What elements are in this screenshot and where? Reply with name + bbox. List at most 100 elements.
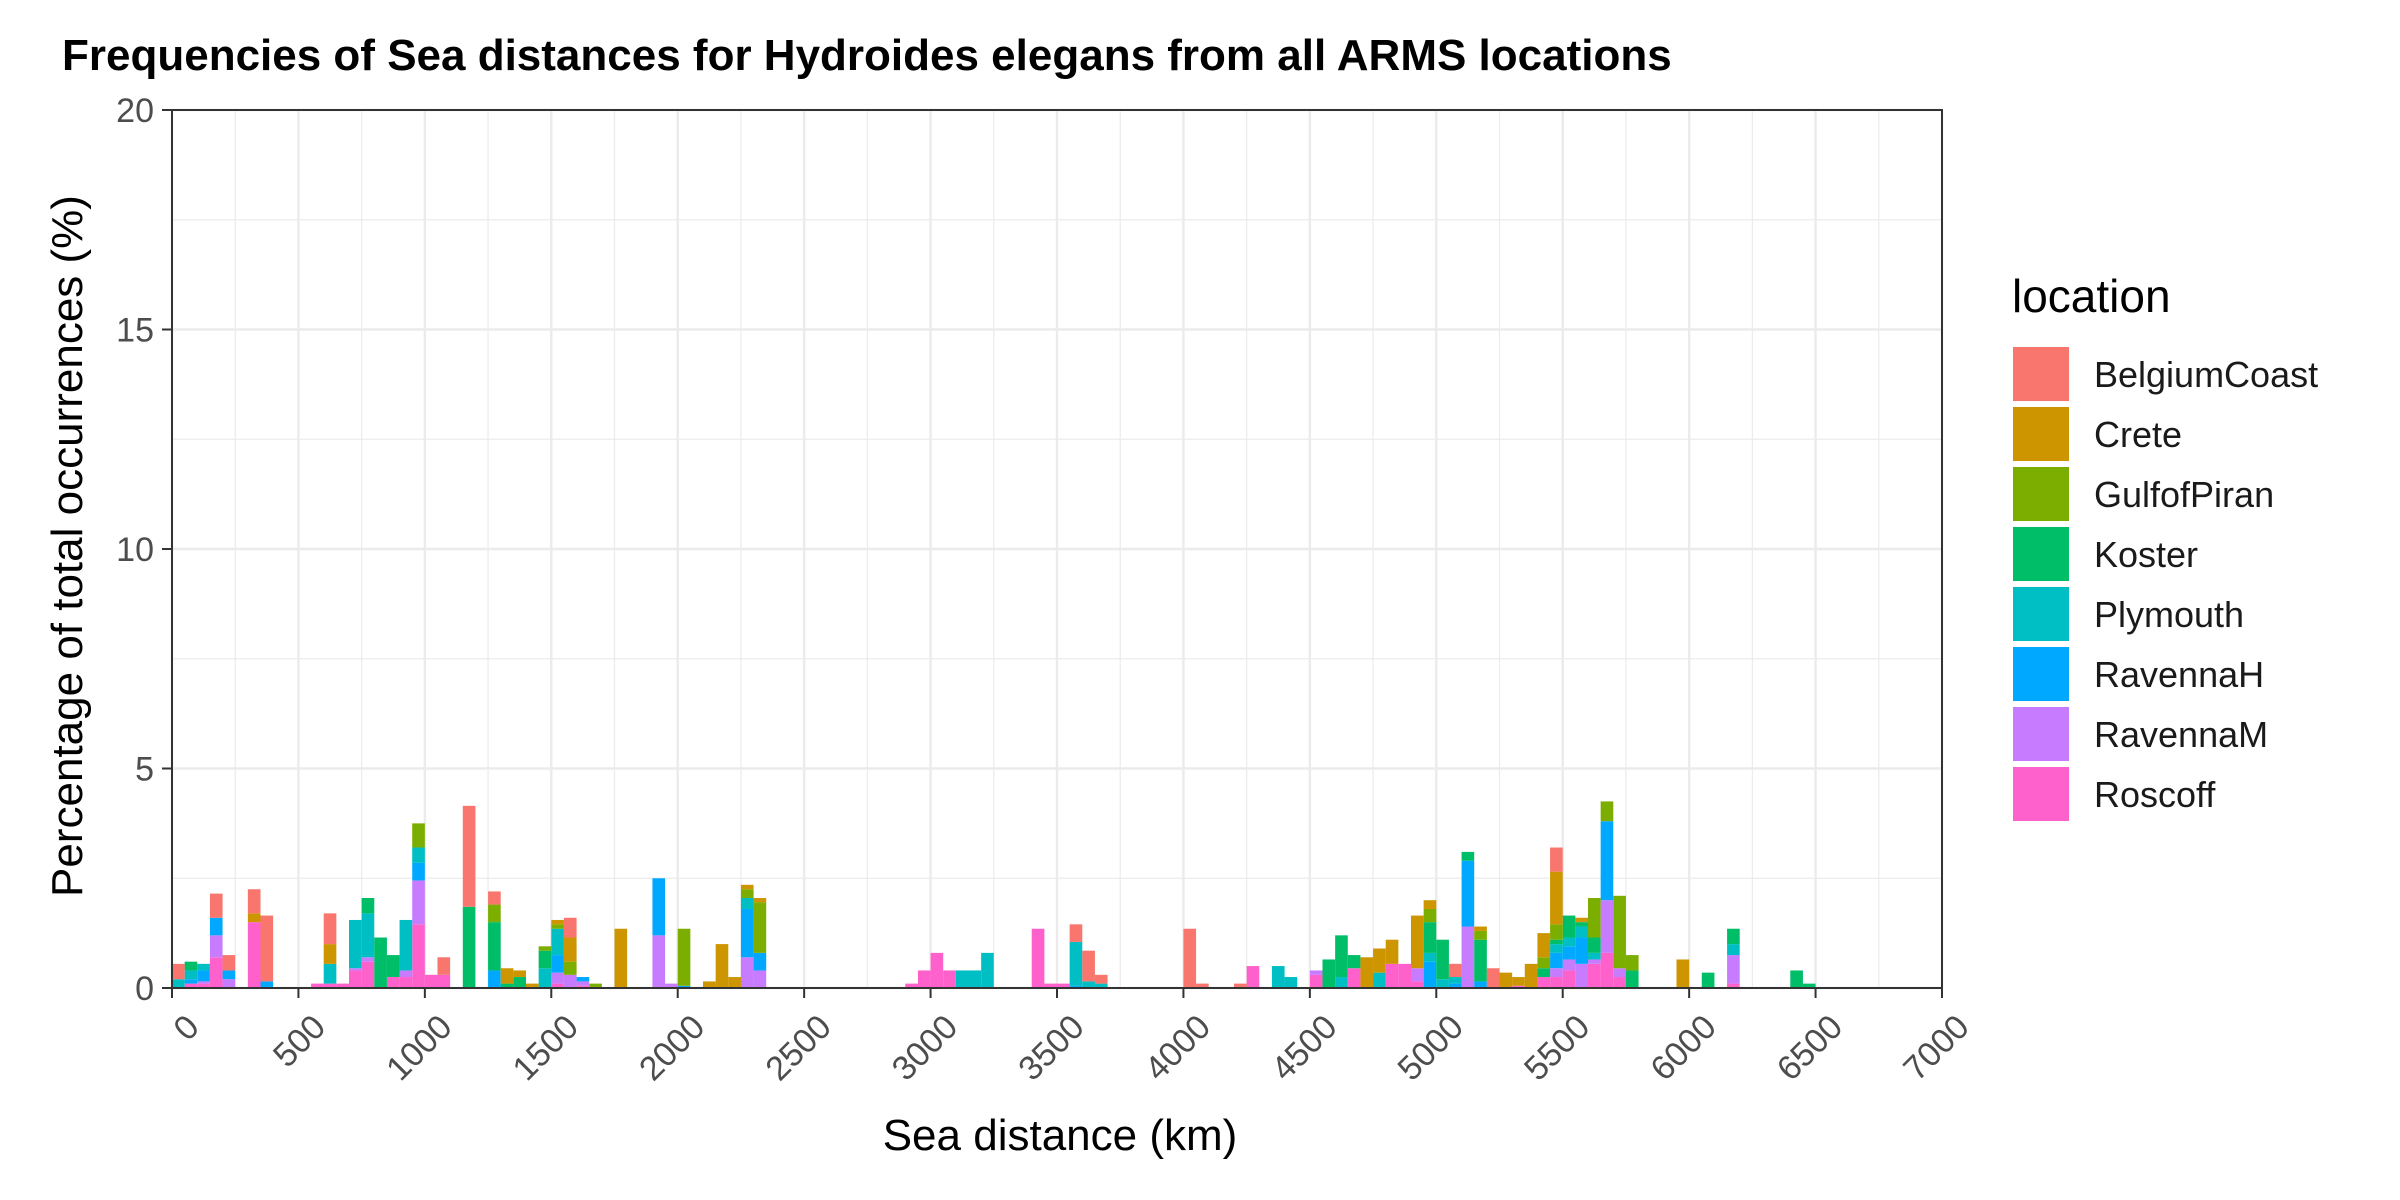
bar-roscoff — [1044, 983, 1057, 988]
y-axis-ticks: 0 5 10 15 20 — [116, 92, 172, 1008]
x-tick-label: 6000 — [1643, 1008, 1723, 1088]
bar-ravennah — [1600, 821, 1614, 901]
bar-crete — [753, 898, 767, 903]
bar-ravennah — [412, 862, 425, 881]
bar-roscoff — [412, 924, 425, 988]
bar-koster — [1588, 937, 1601, 953]
bar-roscoff — [386, 977, 400, 988]
bar-ravennah — [1550, 952, 1563, 969]
bar-plymouth — [1436, 979, 1449, 988]
bar-plymouth — [1094, 983, 1108, 988]
bar-koster — [488, 922, 501, 971]
bar-roscoff — [1385, 963, 1399, 988]
bar-plymouth — [1373, 972, 1386, 988]
legend-swatch-belgiumcoast — [2013, 347, 2069, 401]
bar-roscoff — [576, 985, 590, 988]
bar-roscoff — [1600, 952, 1614, 988]
legend-swatch-plymouth — [2013, 587, 2069, 641]
x-axis-title: Sea distance (km) — [883, 1111, 1238, 1160]
bar-gulfofpiran — [488, 904, 501, 923]
bar-gulfofpiran — [677, 928, 691, 986]
bar-crete — [513, 970, 526, 978]
bar-ravennam — [1461, 926, 1475, 988]
bar-ravennah — [1562, 946, 1576, 960]
bar-gulfofpiran — [1600, 801, 1614, 822]
bar-koster — [1474, 939, 1487, 982]
bar-koster — [1550, 939, 1563, 945]
bar-crete — [1575, 917, 1588, 923]
bar-koster — [1562, 915, 1576, 938]
bar-koster — [1625, 970, 1639, 988]
bar-roscoff — [247, 922, 261, 988]
bar-ravennah — [222, 970, 236, 980]
bar-plymouth — [955, 970, 969, 988]
bar-plymouth — [323, 963, 337, 984]
bar-koster — [1790, 970, 1803, 988]
bar-belgiumcoast — [488, 891, 501, 905]
bar-roscoff — [917, 970, 931, 988]
bar-gulfofpiran — [589, 983, 602, 988]
bar-crete — [1512, 977, 1525, 986]
bar-ravennah — [652, 878, 666, 936]
bar-ravennah — [753, 952, 767, 971]
bar-ravennam — [1613, 968, 1626, 978]
x-tick-label: 500 — [266, 1008, 333, 1075]
bar-crete — [1423, 900, 1437, 909]
bar-plymouth — [1575, 926, 1588, 938]
bar-koster — [1335, 935, 1348, 978]
bar-ravennam — [399, 970, 413, 978]
bar-crete — [1499, 972, 1513, 988]
x-tick-label: 4500 — [1264, 1008, 1344, 1088]
bar-roscoff — [184, 983, 198, 988]
legend-label-koster: Koster — [2094, 534, 2198, 575]
x-axis-ticks: 0 500 1000 1500 2000 2500 3000 3500 4000 4500 5000… — [166, 988, 1977, 1088]
y-tick-label: 0 — [135, 970, 154, 1008]
bar-gulfofpiran — [1588, 898, 1601, 938]
legend-swatch-roscoff — [2013, 767, 2069, 821]
bar-ravennah — [1474, 981, 1487, 988]
bar-roscoff — [1398, 963, 1411, 988]
x-tick-label: 2000 — [632, 1008, 712, 1088]
bar-crete — [728, 977, 741, 988]
bar-gulfofpiran — [1537, 957, 1551, 969]
bar-koster — [386, 955, 400, 978]
x-tick-label: 5500 — [1517, 1008, 1597, 1088]
bar-koster — [1322, 959, 1336, 988]
bar-gulfofpiran — [1613, 895, 1626, 969]
bar-plymouth — [197, 963, 210, 971]
legend-label-ravennah: RavennaH — [2094, 654, 2264, 695]
bar-belgiumcoast — [1183, 928, 1197, 988]
bar-roscoff — [1550, 977, 1563, 988]
x-tick-label: 5000 — [1391, 1008, 1471, 1088]
bar-ravennam — [1309, 970, 1323, 975]
bar-belgiumcoast — [222, 955, 236, 971]
bar-roscoff — [1562, 970, 1576, 988]
y-axis-title: Percentage of total occurrences (%) — [43, 195, 92, 897]
bar-crete — [614, 928, 628, 988]
x-tick-label: 3000 — [885, 1008, 965, 1088]
bar-crete — [1676, 959, 1690, 988]
bar-plymouth — [1550, 944, 1563, 953]
bar-ravennam — [563, 974, 577, 988]
bar-ravennam — [222, 979, 236, 988]
bar-plymouth — [1448, 977, 1462, 984]
bar-roscoff — [1246, 966, 1260, 988]
bar-ravennah — [1423, 961, 1437, 988]
bar-roscoff — [1727, 983, 1740, 988]
bar-plymouth — [1284, 977, 1298, 988]
bar-gulfofpiran — [753, 902, 767, 953]
bar-belgiumcoast — [247, 889, 261, 914]
legend-label-belgiumcoast: BelgiumCoast — [2094, 354, 2318, 395]
plot-bars — [172, 801, 1816, 988]
bar-plymouth — [349, 919, 362, 969]
bar-belgiumcoast — [1448, 963, 1462, 978]
bar-roscoff — [930, 952, 944, 988]
legend-title: location — [2012, 270, 2171, 322]
bar-crete — [526, 983, 539, 988]
bar-ravennam — [209, 935, 223, 958]
bar-belgiumcoast — [323, 913, 337, 945]
bar-ravennam — [1600, 900, 1614, 953]
bar-plymouth — [1727, 944, 1740, 956]
bar-plymouth — [399, 919, 413, 971]
